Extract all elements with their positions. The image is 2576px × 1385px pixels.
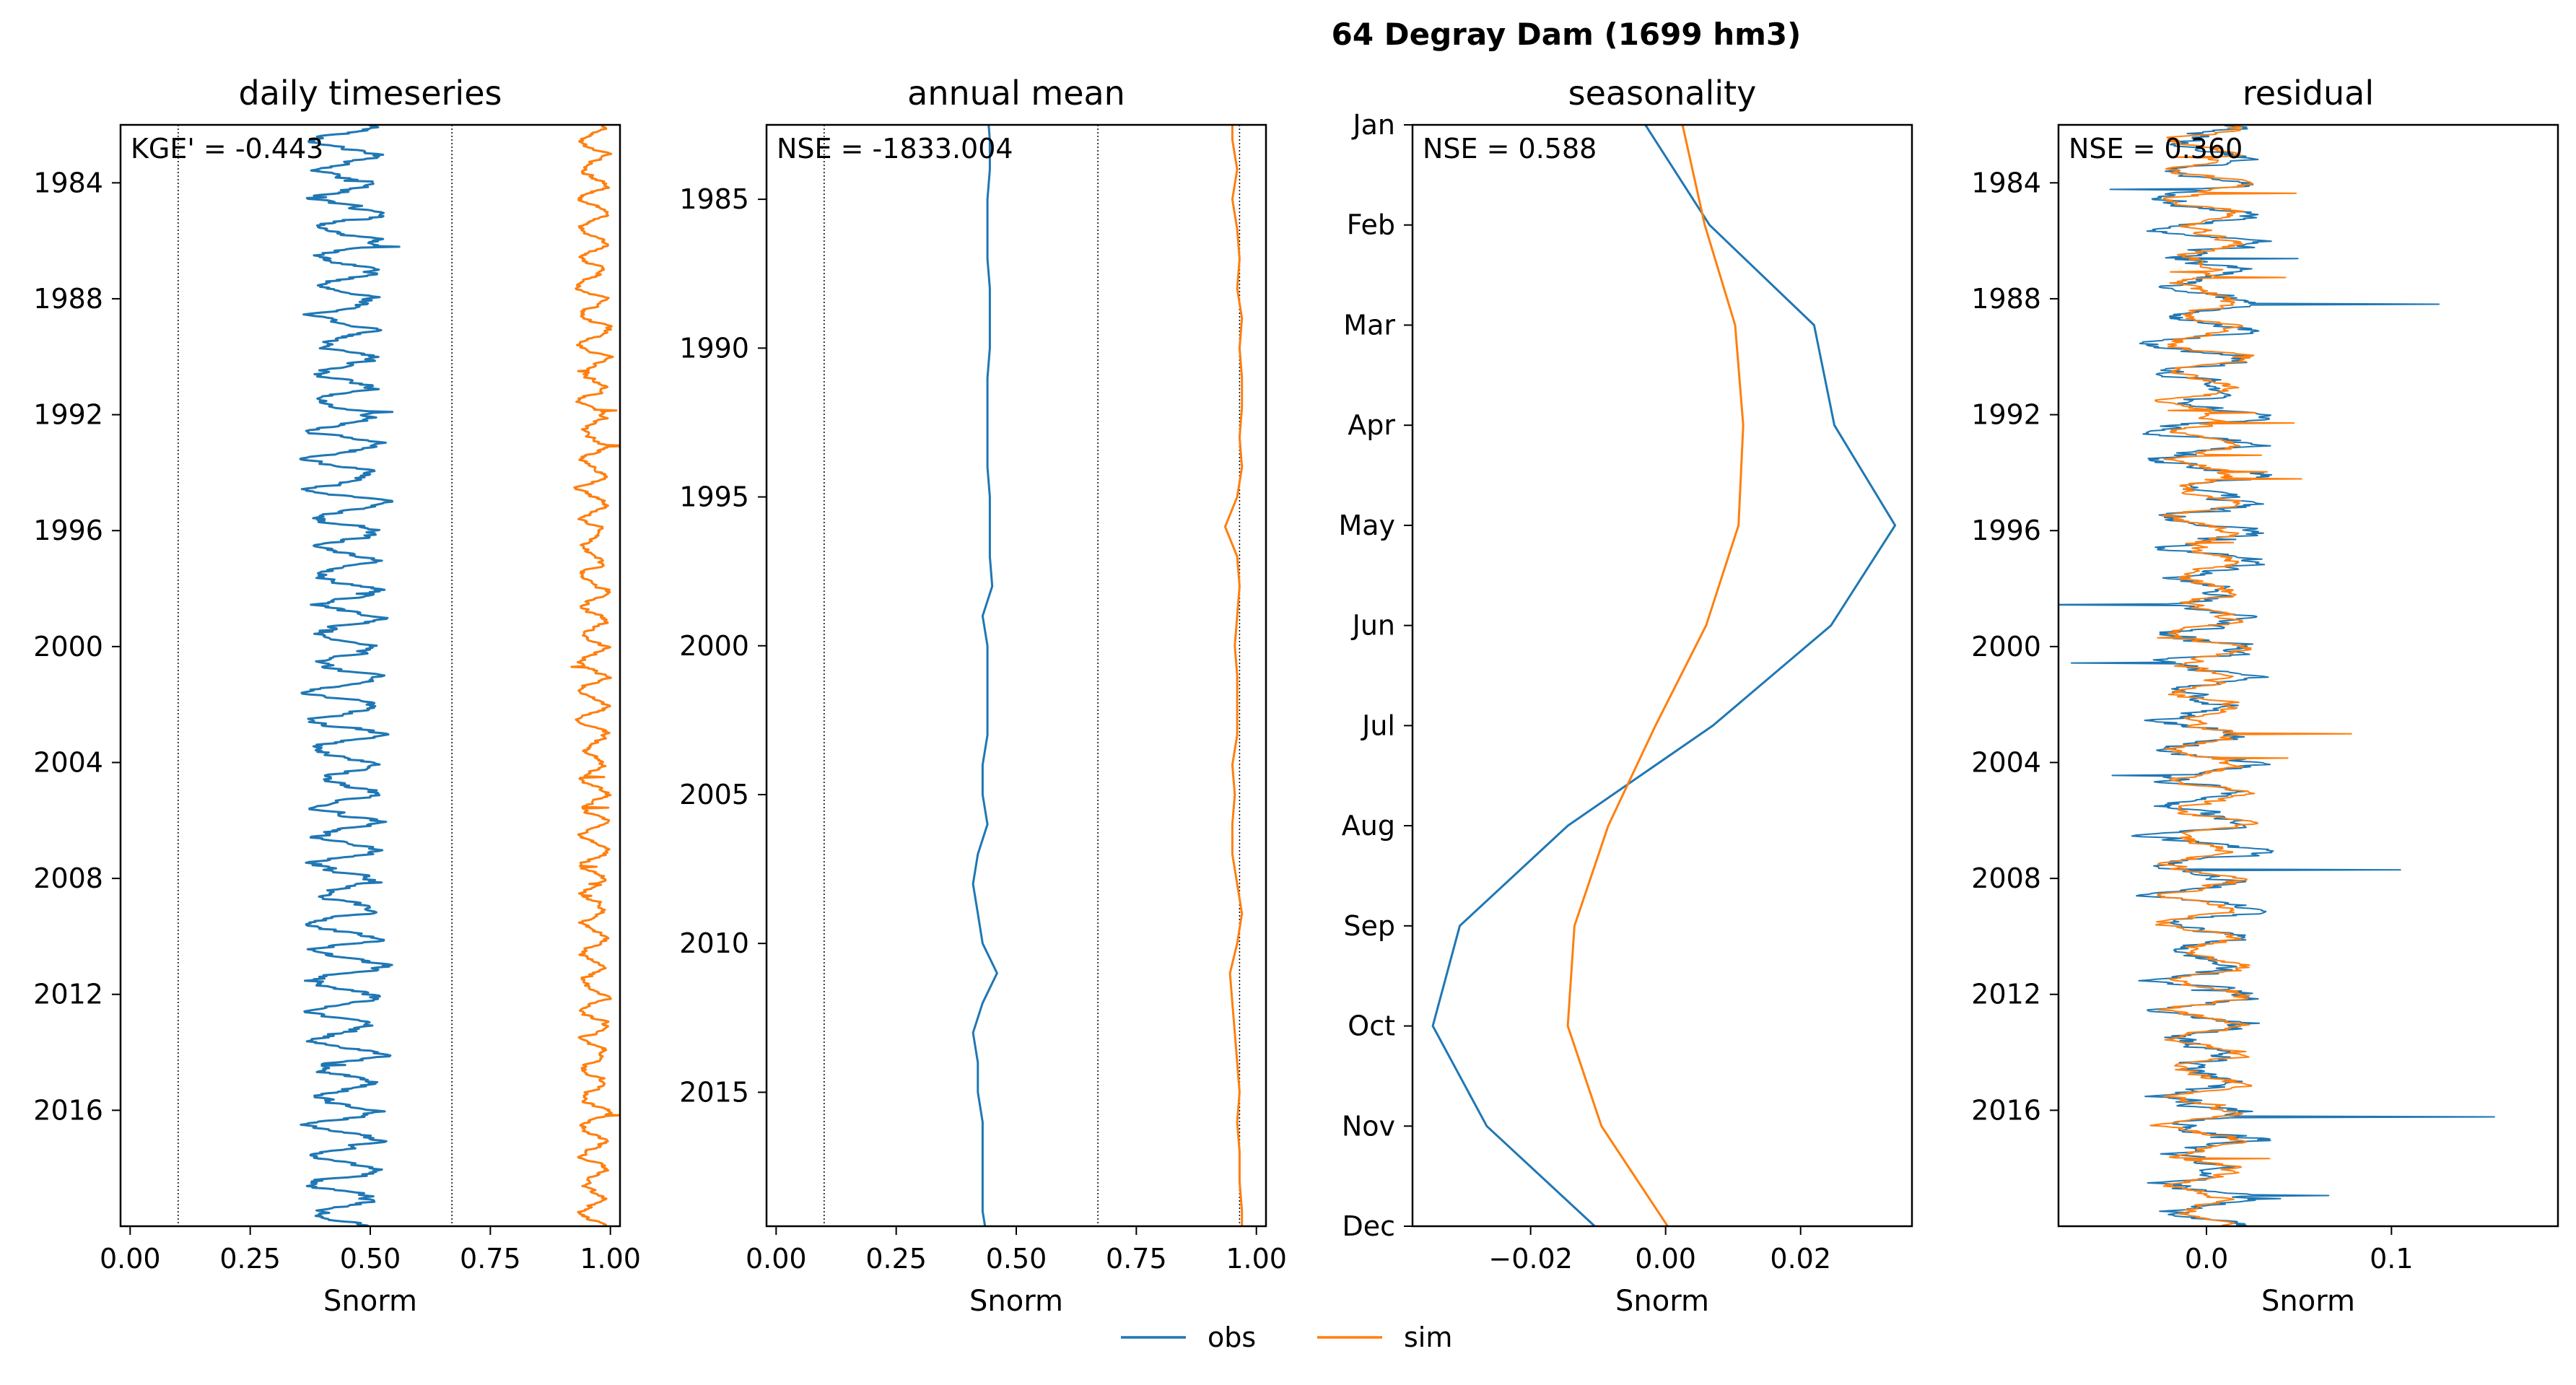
x-axis-label: Snorm: [1615, 1285, 1709, 1318]
y-tick-label: Oct: [1348, 1010, 1395, 1042]
y-tick-label: 2012: [33, 979, 103, 1010]
x-axis-label: Snorm: [969, 1285, 1063, 1318]
y-tick-label: 1988: [1971, 283, 2041, 315]
y-tick-label: 2016: [1971, 1094, 2041, 1126]
x-tick-label: 0.00: [746, 1243, 807, 1275]
y-tick-label: Apr: [1348, 409, 1395, 441]
x-tick-label: 0.1: [2370, 1243, 2413, 1275]
series-obs-line: [299, 125, 401, 1226]
y-tick-label: 2000: [33, 631, 103, 663]
x-tick-label: 1.00: [1226, 1243, 1287, 1275]
y-tick-label: Jul: [1361, 709, 1395, 741]
series-sim-line: [1566, 125, 1745, 1226]
x-tick-label: 0.50: [340, 1243, 401, 1275]
y-tick-label: 1995: [679, 481, 749, 513]
metric-annotation: NSE = 0.588: [1423, 133, 1597, 165]
x-axis-label: Snorm: [2261, 1285, 2355, 1318]
series-sim-line: [2149, 125, 2352, 1226]
axes-frame: [765, 123, 1267, 1228]
y-tick-label: 2004: [1971, 746, 2041, 778]
x-tick-label: 0.25: [219, 1243, 281, 1275]
x-tick-label: 0.75: [1106, 1243, 1167, 1275]
y-tick-label: Feb: [1347, 209, 1395, 241]
x-tick-label: 0.25: [865, 1243, 927, 1275]
series-obs-line: [972, 125, 998, 1226]
panel-4: residual 0.0 0.1 1984 1988 1992 1996 2000 2004 20…: [1971, 74, 2559, 1318]
y-tick-label: 2016: [33, 1094, 103, 1126]
y-tick-label: 2012: [1971, 979, 2041, 1010]
metric-annotation: NSE = -1833.004: [777, 133, 1013, 165]
y-tick-label: 2000: [1971, 631, 2041, 663]
y-tick-label: 2015: [679, 1076, 749, 1108]
legend-obs-label: obs: [1208, 1321, 1256, 1353]
panel-title: daily timeseries: [239, 74, 502, 113]
series-obs-line: [1431, 125, 1897, 1226]
x-axis-label: Snorm: [323, 1285, 417, 1318]
metric-annotation: NSE = 0.360: [2069, 133, 2243, 165]
x-tick-label: −0.02: [1488, 1243, 1572, 1275]
x-tick-label: 0.75: [460, 1243, 521, 1275]
axes-frame: [1411, 123, 1913, 1228]
y-tick-label: 2008: [1971, 862, 2041, 894]
y-tick-label: 2005: [679, 779, 749, 811]
panel-title: annual mean: [907, 74, 1125, 113]
legend-sim-label: sim: [1404, 1321, 1452, 1353]
y-tick-label: Sep: [1343, 910, 1395, 942]
y-tick-label: Mar: [1343, 309, 1395, 341]
x-tick-label: 0.00: [100, 1243, 161, 1275]
y-tick-label: 1990: [679, 332, 749, 364]
x-tick-label: 0.02: [1770, 1243, 1831, 1275]
x-tick-label: 1.00: [580, 1243, 641, 1275]
panel-1: daily timeseries 0.00 0.25 0.50 0.75 1.00 1984…: [33, 74, 641, 1318]
y-tick-label: 2010: [679, 927, 749, 959]
y-tick-label: 2004: [33, 746, 103, 778]
y-tick-label: 1985: [679, 183, 749, 215]
y-tick-label: 1984: [1971, 167, 2041, 198]
series-group: [299, 125, 620, 1226]
y-tick-label: Jun: [1351, 610, 1395, 642]
figure-suptitle: 64 Degray Dam (1699 hm3): [1332, 17, 1802, 52]
y-tick-label: Jan: [1351, 109, 1395, 141]
y-tick-label: Nov: [1342, 1110, 1395, 1142]
x-tick-label: 0.50: [986, 1243, 1047, 1275]
y-tick-label: May: [1338, 510, 1395, 541]
y-tick-label: 1996: [1971, 515, 2041, 546]
y-tick-label: 1988: [33, 283, 103, 315]
y-tick-label: 1984: [33, 167, 103, 198]
x-tick-label: 0.00: [1635, 1243, 1696, 1275]
series-group: [972, 125, 1244, 1226]
panel-title: residual: [2243, 74, 2374, 113]
series-group: [2058, 125, 2495, 1226]
axes-frame: [2057, 123, 2559, 1228]
y-tick-label: 1996: [33, 515, 103, 546]
series-group: [1431, 125, 1897, 1226]
axes-frame: [119, 123, 621, 1228]
y-tick-label: Aug: [1342, 810, 1395, 842]
series-sim-line: [570, 125, 620, 1226]
y-tick-label: 2008: [33, 862, 103, 894]
series-sim-line: [1223, 125, 1244, 1226]
panel-2: annual mean 0.00 0.25 0.50 0.75 1.00 1985 1990 1…: [679, 74, 1287, 1318]
y-tick-label: 1992: [1971, 399, 2041, 431]
metric-annotation: KGE' = -0.443: [131, 133, 323, 165]
panel-title: seasonality: [1568, 74, 1757, 113]
panel-3: seasonality −0.02 0.00 0.02 Jan Feb Mar Apr May J…: [1338, 74, 1913, 1318]
y-tick-label: 2000: [679, 630, 749, 662]
series-obs-line: [2058, 125, 2495, 1226]
y-tick-label: Dec: [1342, 1210, 1395, 1242]
panels: daily timeseries 0.00 0.25 0.50 0.75 1.00 1984…: [33, 74, 2559, 1318]
legend: obs sim: [1121, 1321, 1452, 1353]
y-tick-label: 1992: [33, 399, 103, 431]
x-tick-label: 0.0: [2185, 1243, 2228, 1275]
